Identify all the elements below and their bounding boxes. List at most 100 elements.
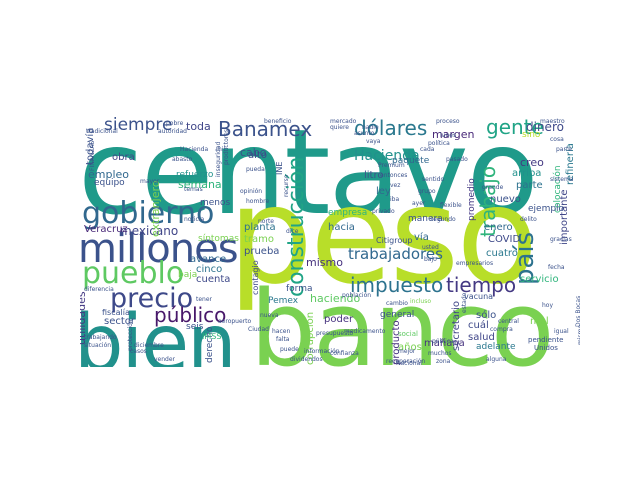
word: pueblo xyxy=(82,256,185,291)
word: semana xyxy=(178,178,222,191)
word: igual xyxy=(554,328,569,335)
word: obra xyxy=(112,152,135,163)
word: mismo xyxy=(577,324,580,345)
word: parte xyxy=(556,146,572,153)
word: cuenta xyxy=(196,274,231,285)
word: Veracruz xyxy=(84,224,128,235)
word: hacen xyxy=(272,328,291,335)
word: prueba xyxy=(244,246,280,257)
word: autoridad xyxy=(158,128,187,135)
word: recuperación xyxy=(386,358,426,365)
word: abasto xyxy=(172,156,193,163)
word: creo xyxy=(520,156,544,169)
word: vacuna xyxy=(464,292,494,301)
word: ejemplo xyxy=(528,204,565,214)
word: Dos Bocas xyxy=(575,295,580,327)
word: pasado xyxy=(446,156,468,163)
word: bajo xyxy=(424,256,437,263)
word: falta xyxy=(276,336,290,343)
word: tradicional xyxy=(86,128,118,135)
word: Pemex xyxy=(268,296,299,306)
word: trabajadores xyxy=(348,245,443,263)
word: diferencia xyxy=(84,286,114,293)
word: población xyxy=(342,292,372,299)
word: situación xyxy=(84,342,112,349)
word: aeropuerto xyxy=(218,318,252,325)
word: usted xyxy=(422,244,439,251)
word: protección xyxy=(127,319,134,351)
word: FINANZAS xyxy=(89,140,96,171)
word: empresarios xyxy=(456,260,494,267)
word: equipo xyxy=(94,178,125,188)
word: baja xyxy=(178,270,198,280)
word: tramo xyxy=(244,234,275,245)
word: pobre xyxy=(166,120,184,127)
word: años xyxy=(398,342,422,353)
word: IMSS xyxy=(202,332,222,341)
word: trabajando xyxy=(84,334,117,341)
word: compra xyxy=(490,326,513,333)
word: nuevo xyxy=(490,194,521,205)
word: delito xyxy=(520,216,537,223)
word: opinión xyxy=(240,188,263,195)
word: maestro xyxy=(540,118,565,125)
word: mismo xyxy=(306,256,343,269)
word: COVID xyxy=(488,234,521,245)
word: menos xyxy=(200,198,231,208)
word: cada xyxy=(420,146,435,153)
word: puede xyxy=(280,346,299,353)
word: paquete xyxy=(392,156,430,166)
word: poder xyxy=(324,314,354,325)
word: entonces xyxy=(380,172,408,179)
word: dinero xyxy=(526,120,564,134)
word: hombre xyxy=(246,198,270,205)
word: mil xyxy=(216,146,226,153)
word: cosa xyxy=(550,136,564,143)
word: enero xyxy=(484,222,513,233)
word: confianza xyxy=(330,350,359,357)
word: precio xyxy=(110,283,194,314)
word: hacia xyxy=(328,222,355,233)
word: cuatro xyxy=(486,248,518,259)
word: cambio xyxy=(386,300,408,307)
word: empleo xyxy=(88,168,130,181)
word: gente xyxy=(486,117,544,139)
word: diciembre xyxy=(134,342,164,349)
word: adelante xyxy=(476,342,516,352)
word: forma xyxy=(286,284,313,294)
word: quiere xyxy=(330,124,349,131)
word: mercado xyxy=(330,118,357,125)
word: servicio xyxy=(520,274,559,285)
word: temas xyxy=(184,186,203,193)
word: grande xyxy=(482,184,504,191)
word: noticia xyxy=(184,216,205,223)
word: dividendos xyxy=(290,356,323,363)
word: millones xyxy=(80,226,239,272)
word: ley xyxy=(376,186,391,197)
word: cabo xyxy=(240,146,267,159)
word: pendiente xyxy=(528,336,564,344)
word: vaya xyxy=(366,138,381,145)
word: Banamex xyxy=(218,117,313,141)
word: centavo xyxy=(80,117,539,241)
word: toda xyxy=(186,120,211,133)
word: tener xyxy=(196,296,213,303)
word: empresa xyxy=(328,208,368,218)
word: extranjero xyxy=(149,180,162,237)
word: sino xyxy=(522,130,541,140)
word: pública xyxy=(432,338,454,345)
word: alto xyxy=(248,150,267,161)
word: zona xyxy=(436,358,451,365)
word: manera xyxy=(408,214,443,224)
word: contagio xyxy=(251,260,260,295)
word: cinco xyxy=(196,264,223,275)
word: medicamento xyxy=(344,328,386,335)
word: proceso xyxy=(436,118,460,125)
word: mañana xyxy=(424,338,465,349)
word: fiscalía xyxy=(102,308,130,317)
word: social xyxy=(398,330,418,338)
word: avance xyxy=(190,254,227,265)
word: Hacienda xyxy=(354,148,420,164)
word: vender xyxy=(154,356,176,363)
word: gobierno xyxy=(82,196,215,231)
